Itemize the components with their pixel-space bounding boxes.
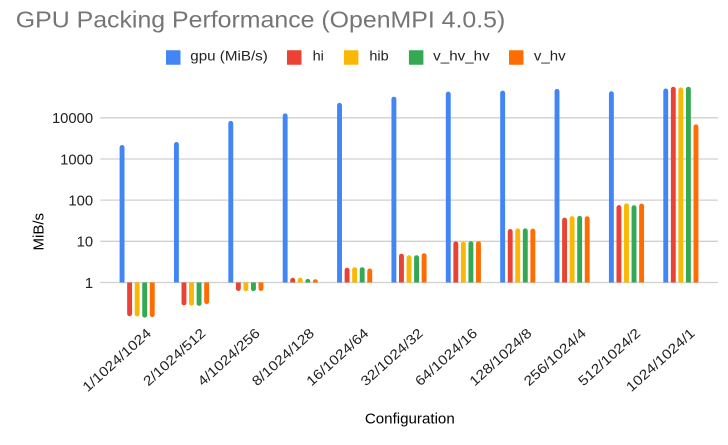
svg-text:hib: hib bbox=[369, 47, 389, 63]
svg-text:v_hv: v_hv bbox=[534, 47, 566, 63]
svg-text:v_hv_hv: v_hv_hv bbox=[433, 47, 490, 63]
svg-text:MiB/s: MiB/s bbox=[32, 213, 48, 251]
svg-text:10: 10 bbox=[77, 235, 93, 251]
svg-text:100: 100 bbox=[68, 194, 93, 210]
svg-text:hi: hi bbox=[313, 47, 324, 63]
svg-text:GPU Packing Performance (OpenM: GPU Packing Performance (OpenMPI 4.0.5) bbox=[16, 7, 506, 33]
svg-text:10000: 10000 bbox=[52, 111, 93, 127]
svg-text:Configuration: Configuration bbox=[365, 412, 455, 428]
svg-text:1: 1 bbox=[85, 276, 93, 292]
svg-text:gpu (MiB/s): gpu (MiB/s) bbox=[190, 47, 267, 63]
svg-text:1000: 1000 bbox=[60, 152, 93, 168]
